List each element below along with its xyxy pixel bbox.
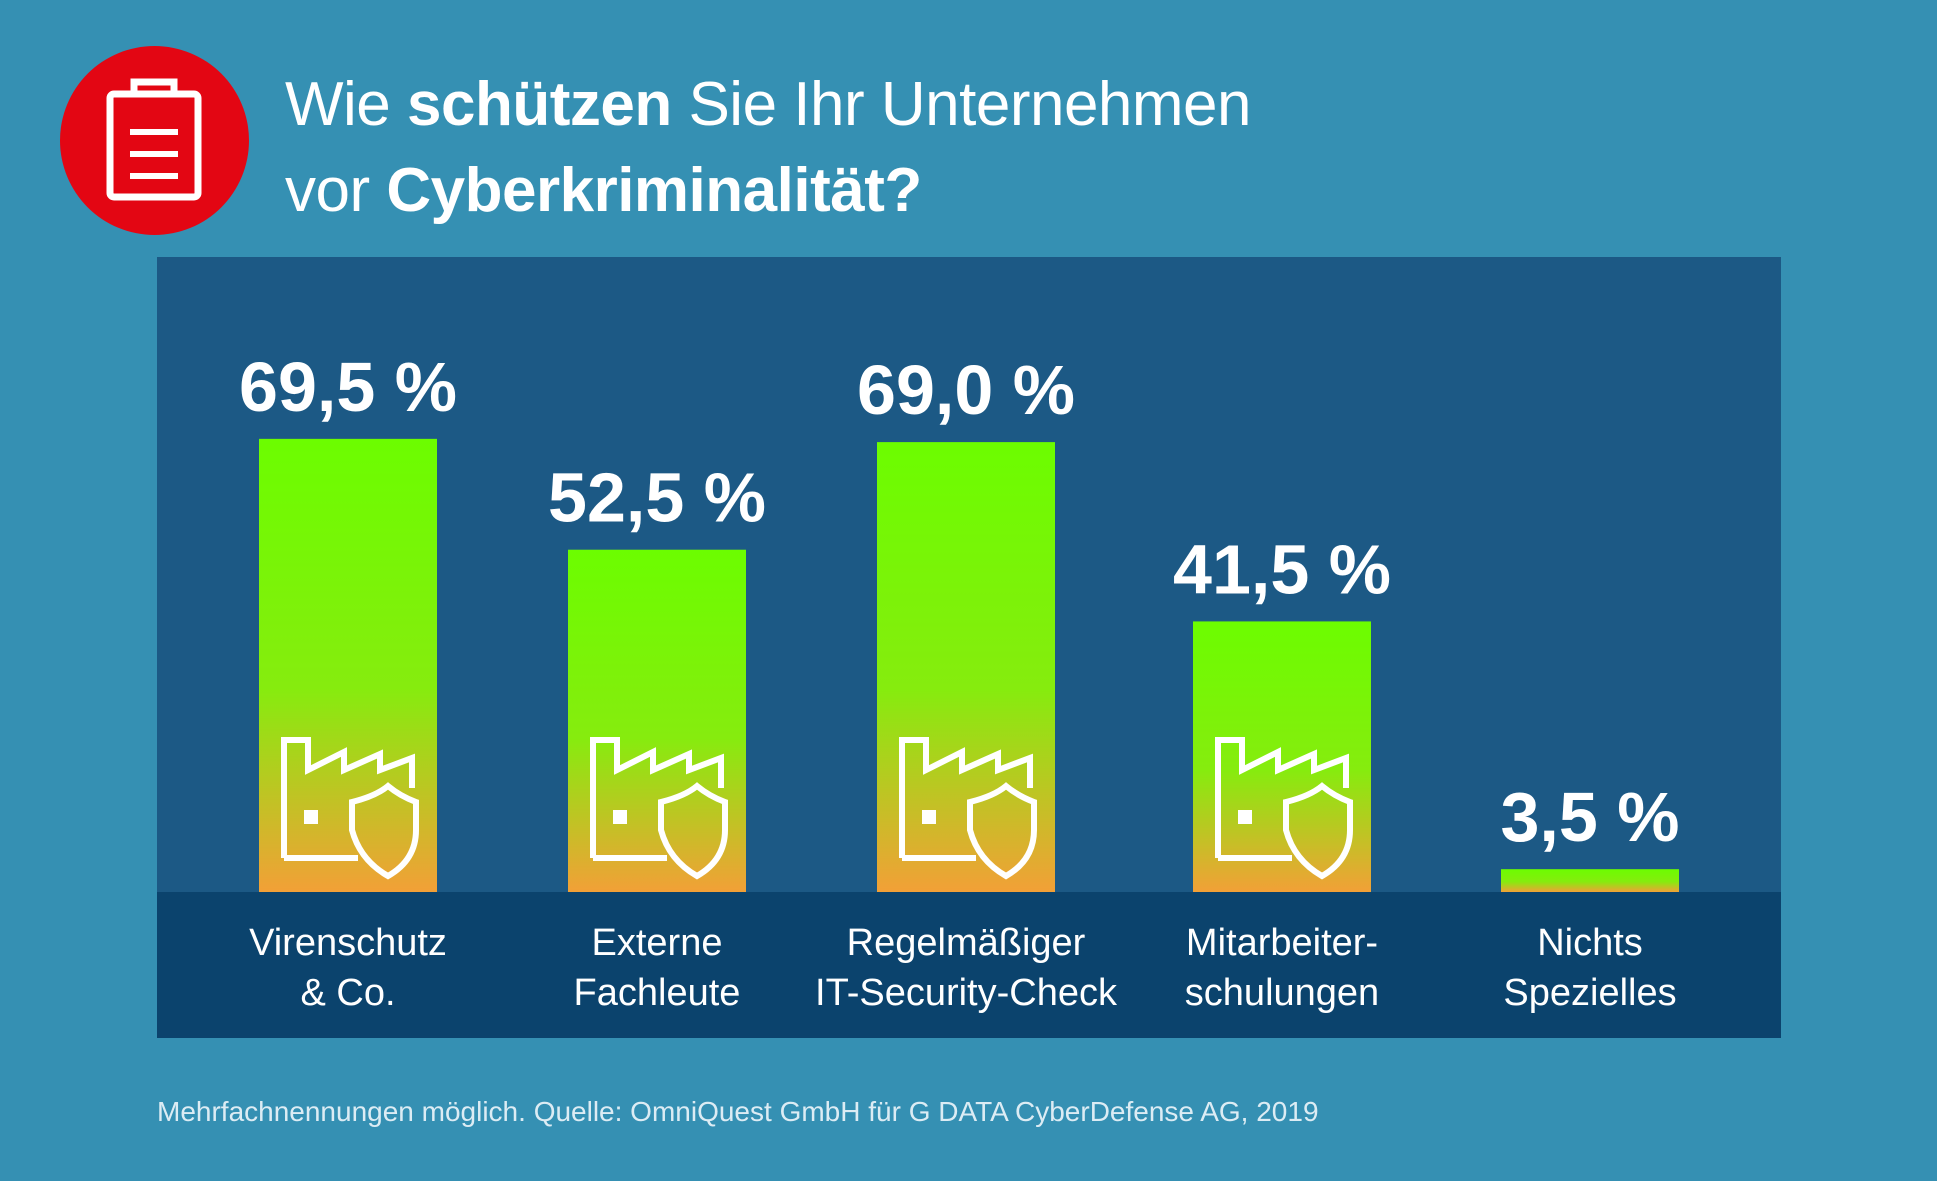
bar-group: 41,5 % bbox=[1173, 530, 1391, 892]
category-label: Regelmäßiger IT-Security-Check bbox=[806, 918, 1126, 1018]
bar bbox=[1501, 869, 1679, 892]
category-label-line: IT-Security-Check bbox=[815, 972, 1117, 1014]
category-label: Nichts Spezielles bbox=[1430, 918, 1750, 1018]
category-label-line: Virenschutz bbox=[249, 922, 447, 964]
category-label-line: Mitarbeiter- bbox=[1185, 922, 1379, 964]
factory-shield-icon bbox=[281, 737, 419, 880]
category-label-line: Regelmäßiger bbox=[846, 922, 1086, 964]
clipboard-icon bbox=[106, 78, 202, 201]
clipboard-badge bbox=[60, 46, 249, 235]
factory-shield-icon bbox=[1215, 737, 1353, 880]
page-title: Wie schützen Sie Ihr Unternehmen vor Cyb… bbox=[285, 70, 1252, 225]
category-label-line: Externe bbox=[591, 922, 723, 964]
source-footnote: Mehrfachnennungen möglich. Quelle: OmniQ… bbox=[157, 1096, 1319, 1127]
bar-group: 52,5 % bbox=[548, 459, 766, 892]
bar-group: 69,5 % bbox=[239, 348, 457, 892]
category-label: Externe Fachleute bbox=[497, 918, 817, 1018]
category-label-line: Spezielles bbox=[1503, 972, 1677, 1014]
value-label: 69,5 % bbox=[239, 348, 457, 426]
category-label-line: & Co. bbox=[300, 972, 396, 1014]
category-label: Mitarbeiter-schulungen bbox=[1122, 918, 1442, 1018]
bar bbox=[877, 442, 1055, 892]
category-label-line: schulungen bbox=[1184, 972, 1380, 1014]
category-label: Virenschutz & Co. bbox=[188, 918, 508, 1018]
factory-shield-icon bbox=[899, 737, 1037, 880]
value-label: 69,0 % bbox=[857, 351, 1075, 429]
category-band bbox=[157, 892, 1781, 1038]
value-label: 3,5 % bbox=[1501, 778, 1680, 856]
value-label: 41,5 % bbox=[1173, 530, 1391, 608]
bar bbox=[259, 438, 437, 892]
bar-group: 3,5 % bbox=[1501, 778, 1680, 892]
bar bbox=[568, 549, 746, 892]
factory-shield-icon bbox=[590, 737, 728, 880]
category-label-line: Fachleute bbox=[573, 972, 741, 1014]
value-label: 52,5 % bbox=[548, 459, 766, 537]
bar-group: 69,0 % bbox=[857, 351, 1075, 892]
category-label-line: Nichts bbox=[1537, 922, 1643, 964]
